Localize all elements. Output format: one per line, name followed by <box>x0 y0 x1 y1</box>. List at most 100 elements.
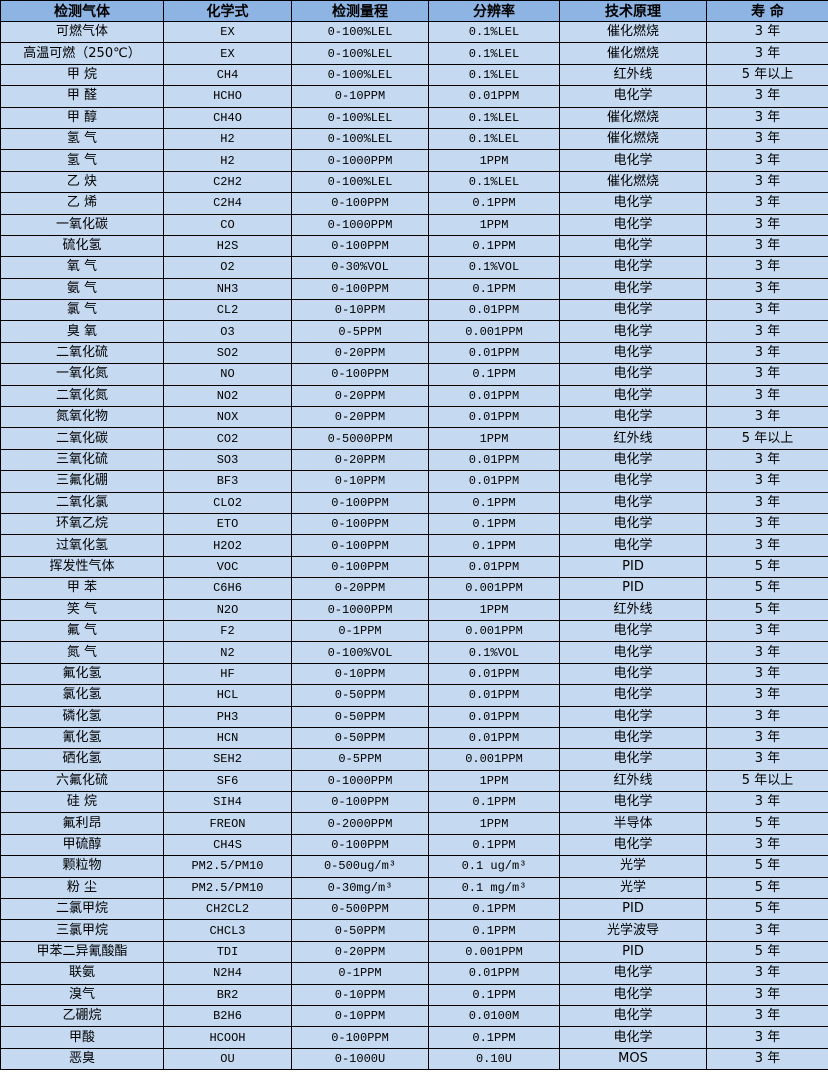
cell-formula: EX <box>163 42 292 65</box>
cell-lifespan: 3 年 <box>706 320 828 343</box>
table-row: 颗粒物 PM2.5/PM10 0-500ug/m³ 0.1 ug/m³ 光学 5 年 <box>0 855 828 878</box>
cell-principle: 电化学 <box>559 748 707 771</box>
cell-gas-name: 氯化氢 <box>0 684 164 707</box>
cell-resolution: 1PPM <box>428 769 560 793</box>
cell-principle: 电化学 <box>559 149 707 172</box>
table-row: 氨 气 NH3 0-100PPM 0.1PPM 电化学 3 年 <box>0 277 828 301</box>
column-header-lifespan: 寿 命 <box>706 0 828 22</box>
cell-formula: CH4 <box>163 63 292 87</box>
cell-range: 0-50PPM <box>291 705 429 728</box>
cell-resolution: 0.1PPM <box>428 919 560 942</box>
table-row: 甲硫醇 CH4S 0-100PPM 0.1PPM 电化学 3 年 <box>0 833 828 857</box>
cell-resolution: 0.1PPM <box>428 363 560 386</box>
cell-gas-name: 一氧化碳 <box>0 213 164 236</box>
cell-formula: BR2 <box>163 983 292 1006</box>
cell-gas-name: 二氧化氯 <box>0 491 164 514</box>
cell-gas-name: 氟化氢 <box>0 662 164 686</box>
cell-lifespan: 3 年 <box>706 491 828 514</box>
cell-range: 0-100PPM <box>291 192 429 215</box>
cell-lifespan: 3 年 <box>706 641 828 664</box>
cell-principle: MOS <box>559 1047 707 1071</box>
cell-formula: SO3 <box>163 448 292 472</box>
cell-resolution: 0.01PPM <box>428 341 560 365</box>
cell-lifespan: 5 年以上 <box>706 63 828 87</box>
cell-gas-name: 粉 尘 <box>0 876 164 900</box>
cell-formula: NOX <box>163 406 292 429</box>
cell-lifespan: 5 年以上 <box>706 427 828 450</box>
table-row: 甲酸 HCOOH 0-100PPM 0.1PPM 电化学 3 年 <box>0 1026 828 1049</box>
cell-resolution: 0.1PPM <box>428 277 560 301</box>
table-row: 恶臭 OU 0-1000U 0.10U MOS 3 年 <box>0 1047 828 1071</box>
cell-principle: 电化学 <box>559 641 707 664</box>
cell-lifespan: 3 年 <box>706 170 828 194</box>
cell-gas-name: 硫化氢 <box>0 234 164 258</box>
cell-lifespan: 5 年 <box>706 855 828 878</box>
cell-lifespan: 5 年 <box>706 940 828 964</box>
cell-resolution: 0.01PPM <box>428 726 560 750</box>
cell-resolution: 0.1%LEL <box>428 63 560 87</box>
cell-resolution: 0.1 mg/m³ <box>428 876 560 900</box>
cell-range: 0-1000PPM <box>291 598 429 621</box>
cell-formula: C2H4 <box>163 192 292 215</box>
table-row: 笑 气 N2O 0-1000PPM 1PPM 红外线 5 年 <box>0 598 828 621</box>
cell-principle: 电化学 <box>559 384 707 408</box>
cell-principle: 电化学 <box>559 619 707 643</box>
table-row: 挥发性气体 VOC 0-100PPM 0.01PPM PID 5 年 <box>0 555 828 579</box>
cell-principle: PID <box>559 577 707 600</box>
cell-lifespan: 3 年 <box>706 234 828 258</box>
cell-formula: C2H2 <box>163 170 292 194</box>
cell-resolution: 1PPM <box>428 149 560 172</box>
cell-gas-name: 笑 气 <box>0 598 164 621</box>
cell-principle: 红外线 <box>559 427 707 450</box>
cell-principle: 光学 <box>559 855 707 878</box>
cell-lifespan: 3 年 <box>706 406 828 429</box>
cell-range: 0-100%VOL <box>291 641 429 664</box>
cell-principle: PID <box>559 940 707 964</box>
cell-formula: CLO2 <box>163 491 292 514</box>
table-row: 氮氧化物 NOX 0-20PPM 0.01PPM 电化学 3 年 <box>0 406 828 429</box>
table-row: 甲 醇 CH4O 0-100%LEL 0.1%LEL 催化燃烧 3 年 <box>0 106 828 129</box>
cell-lifespan: 3 年 <box>706 962 828 985</box>
cell-gas-name: 高温可燃（250℃） <box>0 42 164 65</box>
cell-principle: 电化学 <box>559 1026 707 1049</box>
cell-formula: CH2CL2 <box>163 898 292 921</box>
cell-resolution: 0.1%LEL <box>428 20 560 44</box>
cell-range: 0-10PPM <box>291 662 429 686</box>
cell-range: 0-100%LEL <box>291 42 429 65</box>
cell-formula: HCN <box>163 726 292 750</box>
cell-principle: 电化学 <box>559 406 707 429</box>
table-row: 三氯甲烷 CHCL3 0-50PPM 0.1PPM 光学波导 3 年 <box>0 919 828 942</box>
cell-principle: 电化学 <box>559 213 707 236</box>
cell-range: 0-50PPM <box>291 919 429 942</box>
cell-gas-name: 氮 气 <box>0 641 164 664</box>
cell-range: 0-100PPM <box>291 363 429 386</box>
cell-principle: PID <box>559 898 707 921</box>
cell-gas-name: 环氧乙烷 <box>0 512 164 536</box>
cell-range: 0-2000PPM <box>291 812 429 835</box>
cell-range: 0-1PPM <box>291 619 429 643</box>
cell-gas-name: 恶臭 <box>0 1047 164 1071</box>
cell-range: 0-50PPM <box>291 726 429 750</box>
cell-formula: OU <box>163 1047 292 1071</box>
cell-range: 0-1000PPM <box>291 769 429 793</box>
cell-resolution: 0.01PPM <box>428 448 560 472</box>
header-row: 检测气体 化学式 检测量程 分辨率 技术原理寿 命 <box>0 0 828 22</box>
cell-lifespan: 3 年 <box>706 277 828 301</box>
cell-lifespan: 5 年 <box>706 898 828 921</box>
cell-principle: 电化学 <box>559 662 707 686</box>
cell-gas-name: 甲酸 <box>0 1026 164 1049</box>
cell-lifespan: 3 年 <box>706 256 828 279</box>
cell-lifespan: 5 年 <box>706 876 828 900</box>
cell-lifespan: 3 年 <box>706 983 828 1006</box>
cell-formula: F2 <box>163 619 292 643</box>
table-row: 磷化氢 PH3 0-50PPM 0.01PPM 电化学 3 年 <box>0 705 828 728</box>
cell-resolution: 0.001PPM <box>428 577 560 600</box>
cell-range: 0-30mg/m³ <box>291 876 429 900</box>
cell-range: 0-20PPM <box>291 406 429 429</box>
cell-principle: 催化燃烧 <box>559 170 707 194</box>
cell-lifespan: 3 年 <box>706 85 828 108</box>
cell-resolution: 0.1PPM <box>428 1026 560 1049</box>
cell-range: 0-5PPM <box>291 748 429 771</box>
cell-lifespan: 5 年 <box>706 598 828 621</box>
cell-gas-name: 六氟化硫 <box>0 769 164 793</box>
